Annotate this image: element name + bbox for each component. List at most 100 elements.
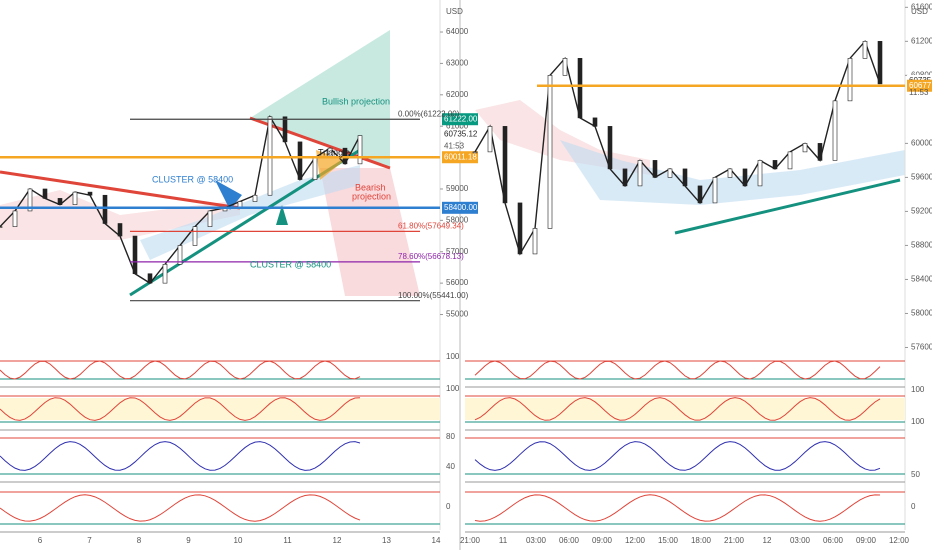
band — [0, 398, 440, 420]
price-tag-label: 60011.18 — [444, 152, 477, 161]
oscillator — [474, 494, 881, 522]
candle — [0, 226, 3, 228]
x-tick-label: 12:00 — [889, 536, 910, 545]
y-tick-label: 59200 — [911, 207, 932, 216]
oscillator — [0, 441, 361, 471]
candle — [712, 177, 718, 204]
oscillator — [474, 397, 881, 421]
candle — [252, 194, 258, 202]
x-tick-label: 03:00 — [790, 536, 811, 545]
indicator-tick-label: 0 — [911, 502, 916, 511]
x-tick-label: 18:00 — [691, 536, 712, 545]
y-tick-label: 59600 — [911, 173, 932, 182]
candle — [132, 235, 138, 275]
indicator-tick-label: 40 — [446, 462, 455, 471]
arrow — [215, 180, 242, 210]
x-tick-label: 13 — [382, 536, 391, 545]
candle — [532, 228, 538, 255]
y-tick-label: 61200 — [911, 36, 932, 45]
candle — [817, 143, 823, 161]
price-tag — [442, 128, 478, 141]
oscillator — [474, 360, 881, 380]
x-tick-label: 12 — [763, 536, 772, 545]
price-tag-label: 60735.12 — [444, 130, 478, 139]
y-tick-label: 58000 — [446, 215, 469, 224]
fib-label: 78.60%(56678.13) — [398, 252, 464, 261]
candle — [102, 194, 108, 224]
x-tick-label: 21:00 — [724, 536, 745, 545]
trend-line — [674, 178, 901, 235]
candle — [57, 198, 63, 205]
candle — [547, 75, 553, 229]
bullish-zone — [250, 30, 390, 168]
candle — [72, 191, 78, 205]
cloud — [560, 140, 905, 205]
candle — [12, 210, 18, 227]
candle — [787, 151, 793, 170]
bearish-zone — [320, 168, 420, 296]
candle — [622, 168, 628, 187]
x-tick-label: 12 — [333, 536, 342, 545]
price-tag — [442, 201, 478, 214]
fib-label: 0.00%(61222.00) — [398, 109, 460, 118]
candle — [562, 58, 568, 76]
candle — [757, 160, 763, 187]
price-tag-label: 60677.77 — [909, 81, 932, 90]
y-tick-label: 59000 — [446, 184, 469, 193]
x-tick-label: 11 — [499, 536, 508, 545]
indicator-tick-label: 80 — [446, 432, 455, 441]
annotation: Bearish — [355, 182, 386, 192]
candle — [117, 223, 123, 237]
y-tick-label: 58000 — [911, 309, 932, 318]
x-tick-label: 7 — [87, 536, 92, 545]
candle — [147, 273, 153, 284]
candle — [592, 117, 598, 127]
oscillator — [0, 360, 361, 380]
x-tick-label: 03:00 — [526, 536, 547, 545]
candle — [847, 58, 853, 102]
candle — [357, 135, 363, 165]
candle — [87, 191, 93, 196]
x-tick-label: 14 — [432, 536, 441, 545]
candle — [727, 168, 733, 178]
y-tick-label: 55000 — [446, 310, 469, 319]
y-tick-label: 58800 — [911, 241, 932, 250]
candle — [832, 100, 838, 161]
candle — [502, 126, 508, 204]
candle — [577, 58, 583, 119]
band — [465, 398, 905, 420]
oscillator — [0, 494, 361, 522]
candle — [742, 168, 748, 187]
price-tag — [442, 113, 478, 126]
annotation: projection — [352, 191, 391, 201]
trend-line — [249, 116, 391, 170]
price-line — [474, 39, 881, 256]
oscillator — [474, 441, 881, 471]
candle — [517, 202, 523, 255]
x-tick-label: 09:00 — [856, 536, 877, 545]
x-tick-label: 9 — [186, 536, 191, 545]
currency-label: USD — [911, 7, 928, 16]
candle — [697, 185, 703, 204]
indicator-tick-label: 50 — [911, 470, 920, 479]
x-tick-label: 8 — [137, 536, 142, 545]
price-tag-label: 58400.00 — [444, 203, 478, 212]
oscillator — [0, 397, 361, 421]
x-tick-label: 21:00 — [460, 536, 481, 545]
y-tick-label: 58400 — [911, 275, 932, 284]
countdown: 41:53 — [444, 142, 465, 151]
fib-label: 61.80%(57649.34) — [398, 221, 464, 230]
indicator-tick-label: 100 — [911, 417, 925, 426]
countdown: 11:53 — [909, 88, 929, 97]
x-tick-label: 15:00 — [658, 536, 679, 545]
candle — [487, 126, 493, 153]
candle — [297, 141, 303, 180]
candle — [42, 188, 48, 199]
candle — [637, 160, 643, 187]
candle — [472, 151, 478, 154]
x-tick-label: 06:00 — [559, 536, 580, 545]
candle — [682, 168, 688, 187]
x-tick-label: 12:00 — [625, 536, 646, 545]
